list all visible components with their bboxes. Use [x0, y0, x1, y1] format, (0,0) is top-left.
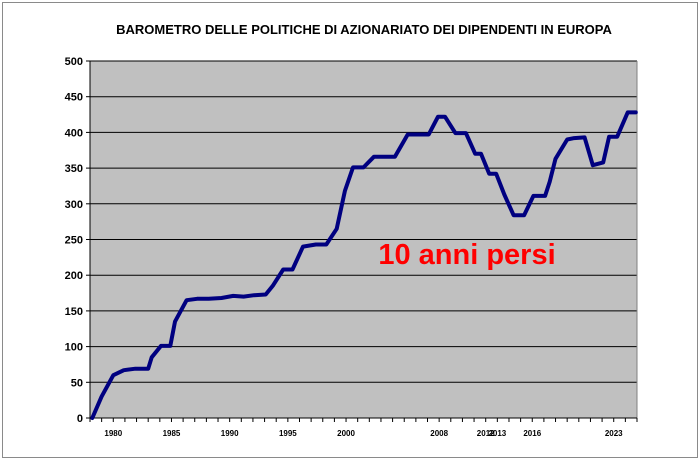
x-tick-label: 1985: [163, 429, 181, 438]
y-axis-ticks: 0 50 100 150 200 250 300 350 400 450 500: [65, 56, 90, 425]
x-tick-label: 2013: [488, 429, 506, 438]
x-tick-label: 2008: [430, 429, 448, 438]
x-tick-label: 2023: [605, 429, 623, 438]
series-line: [90, 110, 638, 420]
y-tick-label: 300: [65, 199, 83, 211]
y-tick-label: 400: [65, 127, 83, 139]
x-tick-label: 2016: [523, 429, 541, 438]
y-tick-label: 50: [71, 377, 83, 389]
chart-title: BAROMETRO DELLE POLITICHE DI AZIONARIATO…: [116, 22, 612, 37]
axes: [89, 61, 638, 422]
x-tick-label: 1980: [104, 429, 122, 438]
x-tick-label: 1995: [279, 429, 297, 438]
y-tick-label: 200: [65, 270, 83, 282]
y-tick-label: 350: [65, 163, 83, 175]
annotation-text: 10 anni persi: [378, 239, 555, 271]
x-tick-label: 2012: [477, 429, 495, 438]
y-tick-label: 0: [77, 413, 83, 425]
x-tick-label: 1990: [221, 429, 239, 438]
y-tick-label: 150: [65, 306, 83, 318]
y-tick-label: 250: [65, 235, 83, 247]
y-tick-label: 500: [65, 56, 83, 68]
y-tick-label: 450: [65, 92, 83, 104]
x-tick-label: 2000: [337, 429, 355, 438]
y-tick-label: 100: [65, 342, 83, 354]
